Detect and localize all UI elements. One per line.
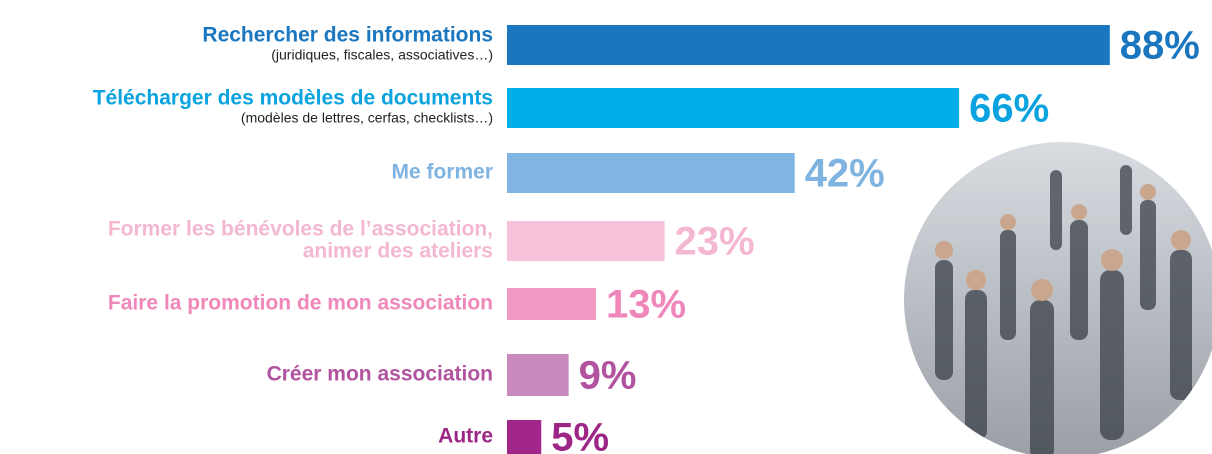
- bar: [507, 88, 960, 128]
- category-label: Créer mon association: [267, 363, 493, 386]
- bar: [507, 288, 597, 320]
- value-label: 5%: [551, 416, 609, 454]
- category-sublabel: (juridiques, fiscales, associatives…): [271, 47, 493, 63]
- category-label: Télécharger des modèles de documents: [93, 87, 493, 110]
- crowd-photo: [904, 142, 1212, 454]
- value-label: 13%: [606, 283, 686, 327]
- bar: [507, 153, 795, 193]
- bar: [507, 25, 1110, 65]
- category-label: animer des ateliers: [303, 240, 493, 263]
- value-label: 88%: [1120, 24, 1200, 68]
- value-label: 9%: [579, 354, 637, 398]
- category-label: Former les bénévoles de l’association,: [108, 218, 493, 241]
- value-label: 23%: [675, 220, 755, 264]
- category-label: Autre: [438, 425, 493, 448]
- bar: [507, 221, 665, 261]
- category-label: Rechercher des informations: [202, 24, 493, 47]
- category-label: Me former: [391, 161, 493, 184]
- category-sublabel: (modèles de lettres, cerfas, checklists……: [241, 110, 493, 126]
- value-label: 66%: [969, 87, 1049, 131]
- bar: [507, 354, 569, 396]
- bar: [507, 420, 542, 454]
- category-label: Faire la promotion de mon association: [108, 292, 493, 315]
- value-label: 42%: [805, 152, 885, 196]
